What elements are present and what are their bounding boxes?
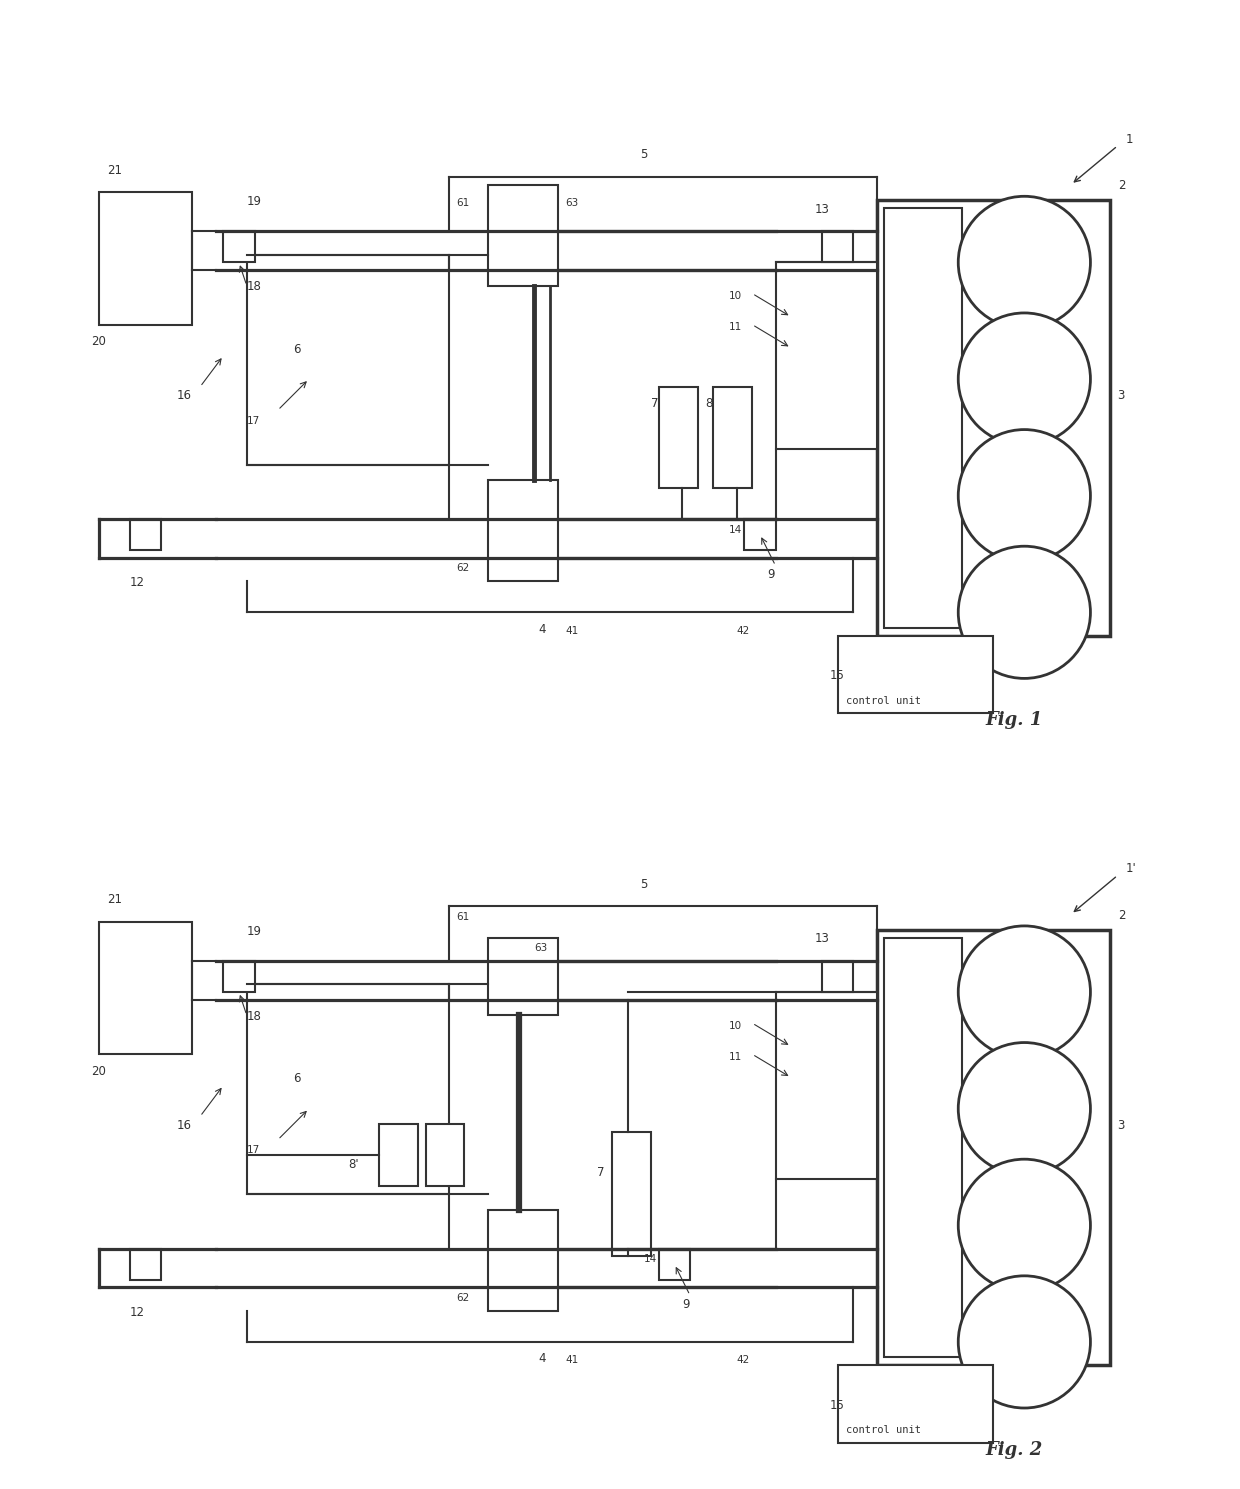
Bar — [130, 1249, 161, 1279]
Text: 5: 5 — [640, 149, 647, 161]
Text: control unit: control unit — [846, 1425, 920, 1435]
Bar — [775, 992, 877, 1179]
Text: 3: 3 — [1117, 1118, 1125, 1132]
Bar — [658, 1249, 689, 1279]
Bar — [379, 1124, 418, 1187]
Text: 19: 19 — [247, 925, 262, 938]
Text: 7: 7 — [596, 1166, 604, 1179]
Circle shape — [959, 430, 1090, 561]
Circle shape — [959, 1158, 1090, 1291]
Text: Fig. 1: Fig. 1 — [986, 710, 1043, 730]
Bar — [223, 231, 254, 262]
Bar — [130, 520, 161, 549]
Text: 15: 15 — [830, 669, 844, 682]
Text: 3: 3 — [1117, 389, 1125, 402]
Text: 18: 18 — [247, 1010, 262, 1023]
Text: 16: 16 — [177, 389, 192, 402]
Bar — [713, 387, 753, 488]
Text: 62: 62 — [456, 1292, 470, 1303]
Circle shape — [959, 197, 1090, 329]
Text: 2: 2 — [1117, 908, 1125, 922]
Bar — [487, 479, 558, 581]
Text: 20: 20 — [92, 335, 107, 348]
Text: 14: 14 — [729, 524, 742, 535]
Text: 14: 14 — [644, 1254, 656, 1264]
Bar — [838, 636, 993, 713]
Bar — [877, 929, 1110, 1365]
Text: 9: 9 — [768, 569, 775, 581]
Bar — [744, 520, 775, 549]
Bar — [99, 922, 192, 1054]
Bar — [425, 1124, 465, 1187]
Bar — [775, 262, 877, 450]
Text: 15: 15 — [830, 1398, 844, 1412]
Bar — [247, 984, 449, 1194]
Bar — [247, 255, 449, 465]
Text: 10: 10 — [729, 1021, 742, 1030]
Circle shape — [959, 1276, 1090, 1409]
Text: control unit: control unit — [846, 695, 920, 706]
Text: 8: 8 — [706, 398, 713, 409]
Text: 11: 11 — [729, 323, 742, 332]
Text: 12: 12 — [130, 1306, 145, 1319]
Text: 7: 7 — [651, 398, 658, 409]
Bar — [838, 1365, 993, 1443]
Text: 41: 41 — [565, 1355, 579, 1365]
Text: 6: 6 — [294, 1072, 301, 1085]
Bar — [487, 1209, 558, 1310]
Text: 19: 19 — [247, 195, 262, 208]
Text: 5: 5 — [640, 879, 647, 890]
Bar — [223, 960, 254, 992]
Text: 61: 61 — [456, 913, 470, 922]
Text: 16: 16 — [177, 1118, 192, 1132]
Text: 21: 21 — [107, 893, 122, 907]
Bar — [487, 938, 558, 1015]
Text: 10: 10 — [729, 292, 742, 301]
Text: 12: 12 — [130, 576, 145, 590]
Bar — [884, 208, 962, 628]
Text: 18: 18 — [247, 280, 262, 293]
Bar — [487, 185, 558, 286]
Text: 41: 41 — [565, 625, 579, 636]
Circle shape — [959, 1042, 1090, 1175]
Text: 20: 20 — [92, 1065, 107, 1078]
Bar — [822, 960, 853, 992]
Circle shape — [959, 313, 1090, 445]
Circle shape — [959, 546, 1090, 679]
Bar — [613, 1132, 651, 1257]
Circle shape — [959, 926, 1090, 1059]
Text: 4: 4 — [538, 622, 546, 636]
Text: 63: 63 — [565, 198, 579, 208]
Bar — [884, 938, 962, 1358]
Text: 1: 1 — [1126, 133, 1133, 146]
Bar — [658, 387, 698, 488]
Text: 62: 62 — [456, 563, 470, 573]
Text: 6: 6 — [294, 342, 301, 356]
Text: 63: 63 — [534, 943, 548, 953]
Text: 42: 42 — [737, 1355, 750, 1365]
Bar — [99, 192, 192, 325]
Bar — [877, 200, 1110, 636]
Text: 11: 11 — [729, 1053, 742, 1062]
Text: 9: 9 — [682, 1298, 689, 1310]
Text: 8': 8' — [348, 1158, 358, 1170]
Text: 61: 61 — [456, 198, 470, 208]
Bar — [822, 231, 853, 262]
Text: 2: 2 — [1117, 179, 1125, 192]
Text: 1': 1' — [1126, 862, 1136, 876]
Text: 13: 13 — [815, 203, 830, 216]
Text: 42: 42 — [737, 625, 750, 636]
Text: 17: 17 — [247, 415, 260, 426]
Text: 4: 4 — [538, 1352, 546, 1365]
Text: Fig. 2: Fig. 2 — [986, 1440, 1043, 1459]
Text: 13: 13 — [815, 932, 830, 946]
Text: 17: 17 — [247, 1145, 260, 1155]
Text: 21: 21 — [107, 164, 122, 177]
